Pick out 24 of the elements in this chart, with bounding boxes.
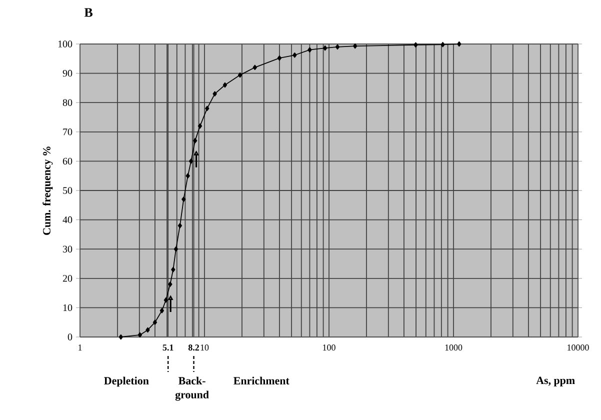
y-tick-label: 40 — [62, 216, 72, 224]
y-tick-label: 70 — [63, 128, 72, 136]
y-tick-label: 50 — [63, 187, 72, 194]
y-tick-label: 10 — [63, 304, 72, 312]
x-tick-label: 100 — [323, 344, 336, 351]
y-tick-label: 80 — [62, 99, 72, 106]
y-tick-label: 90 — [62, 70, 72, 77]
x-tick-label: 5.1 — [162, 344, 174, 351]
text: Back-ground — [175, 376, 209, 401]
y-axis-title: Cum. frequency % — [42, 146, 53, 235]
text: Depletion — [104, 376, 149, 387]
x-tick-label: 10000 — [568, 344, 589, 351]
x-tick-label: 1000 — [445, 344, 462, 351]
y-tick-label: 30 — [63, 246, 72, 252]
y-tick-label: 20 — [62, 275, 72, 282]
y-tick-label: 60 — [62, 158, 72, 165]
chart-title: B — [84, 8, 92, 17]
text: Enrichment — [234, 376, 290, 384]
x-tick-label: 10 — [200, 344, 209, 351]
y-tick-label: 100 — [58, 40, 72, 48]
x-axis-title: As, ppm — [536, 376, 575, 386]
x-tick-label: 1 — [78, 344, 82, 350]
y-tick-label: 0 — [68, 334, 72, 340]
x-tick-label: 8.2 — [188, 344, 199, 351]
